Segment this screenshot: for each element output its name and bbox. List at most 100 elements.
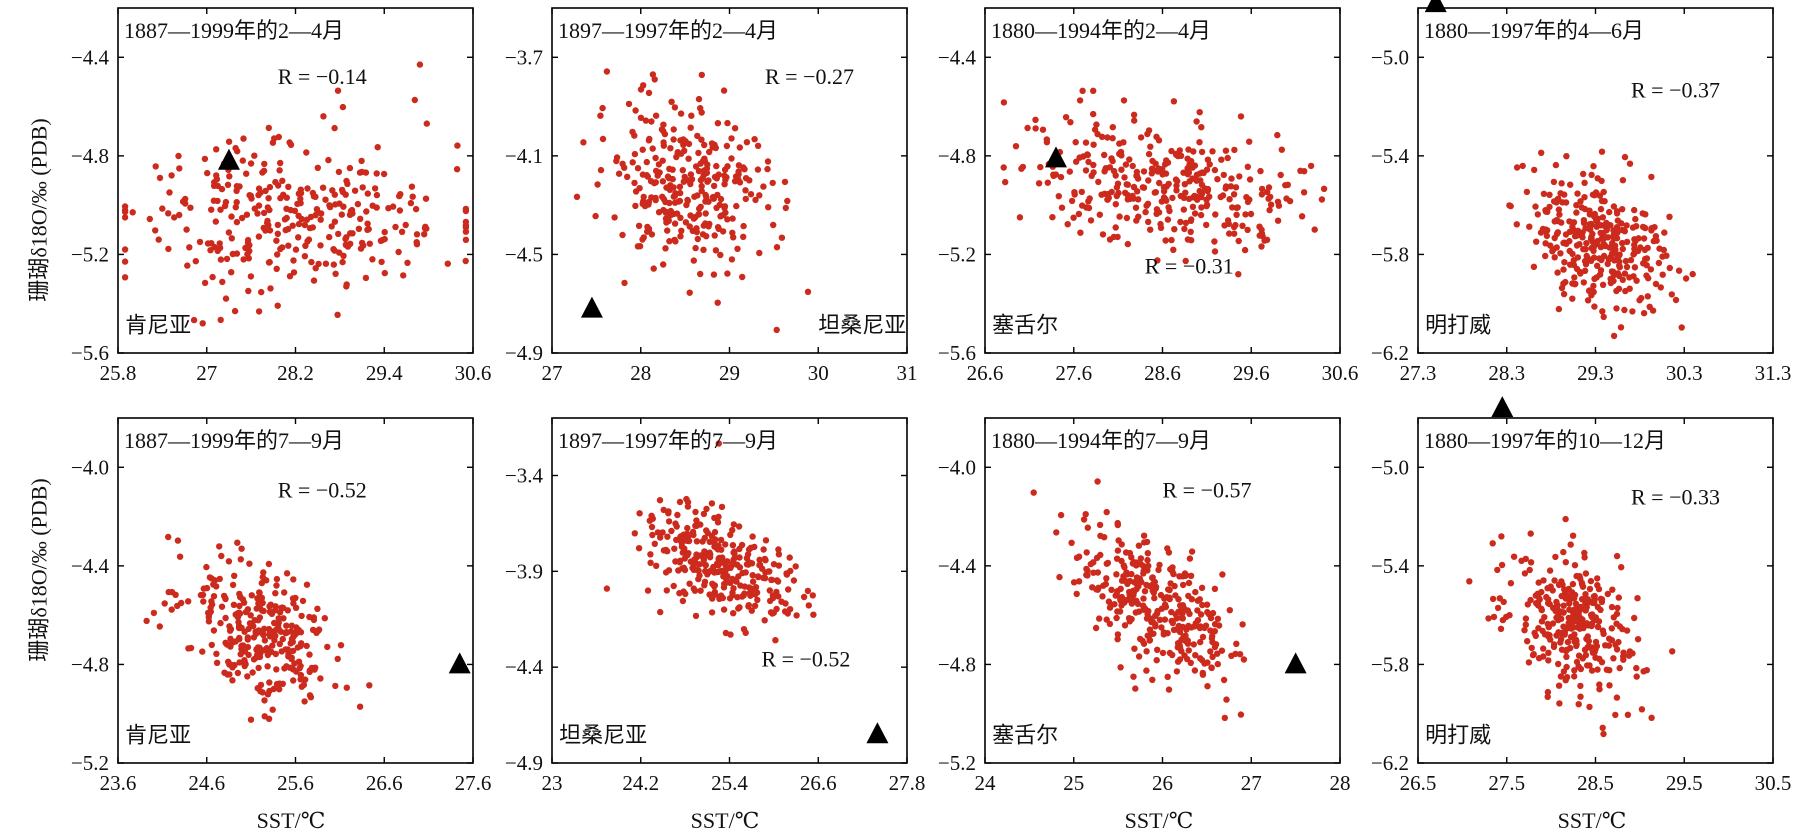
data-point	[701, 578, 709, 585]
correlation-label: R = −0.33	[1631, 484, 1720, 509]
data-point	[1507, 202, 1514, 210]
data-point	[1232, 221, 1239, 229]
data-point	[749, 578, 757, 585]
data-point	[693, 551, 700, 558]
data-point	[695, 149, 702, 157]
data-point	[1129, 560, 1137, 567]
data-point	[287, 141, 295, 148]
data-point	[1068, 197, 1076, 205]
data-point	[1199, 601, 1206, 609]
data-point	[1174, 658, 1182, 665]
data-point	[1153, 206, 1161, 213]
data-point	[362, 169, 370, 176]
data-point	[309, 626, 317, 634]
data-point	[1218, 647, 1226, 654]
data-point	[1144, 556, 1151, 564]
data-point	[1082, 167, 1090, 174]
data-point	[278, 648, 285, 655]
data-point	[1590, 282, 1597, 290]
data-point	[374, 144, 381, 151]
data-point	[1121, 622, 1129, 629]
data-point	[1584, 633, 1592, 640]
data-point	[686, 580, 693, 587]
data-point	[702, 210, 709, 217]
data-point	[760, 183, 767, 190]
data-point	[1648, 173, 1655, 181]
data-point	[1198, 148, 1206, 156]
data-point	[1125, 615, 1133, 622]
data-point	[1574, 227, 1582, 234]
data-point	[1623, 238, 1631, 246]
data-point	[1647, 266, 1655, 273]
data-point	[1619, 625, 1626, 633]
data-point	[273, 680, 281, 688]
data-point	[714, 299, 721, 306]
data-point	[1578, 623, 1585, 630]
data-point	[1574, 190, 1581, 197]
data-point	[1587, 257, 1595, 264]
data-point	[1097, 551, 1104, 559]
data-point	[1590, 213, 1598, 220]
data-point	[1551, 577, 1558, 584]
data-point	[740, 233, 747, 240]
data-point	[1012, 143, 1020, 150]
data-point	[708, 609, 716, 616]
data-point	[1143, 667, 1150, 674]
data-point	[764, 165, 771, 173]
data-point	[1146, 637, 1153, 644]
data-point	[681, 173, 688, 181]
data-point	[1140, 640, 1148, 647]
data-point	[727, 631, 734, 638]
data-point	[711, 528, 719, 536]
data-point	[255, 185, 263, 192]
data-point	[236, 659, 243, 666]
data-point	[714, 519, 722, 526]
data-point	[331, 218, 339, 225]
data-point	[1073, 158, 1080, 165]
data-point	[281, 216, 289, 223]
data-point	[1600, 229, 1607, 237]
y-axis-title-text: 珊瑚δ18O/‰ (PDB)	[27, 478, 53, 662]
x-tick-label: 25.4	[711, 771, 748, 795]
data-point	[723, 142, 731, 150]
data-point	[1141, 588, 1149, 595]
data-point	[687, 171, 695, 178]
data-point	[336, 249, 343, 256]
data-point	[1616, 272, 1623, 280]
data-point	[1194, 597, 1202, 604]
data-point	[713, 162, 720, 170]
data-point	[1222, 147, 1230, 154]
data-point	[686, 289, 693, 296]
data-point	[1083, 571, 1090, 579]
data-point	[1062, 114, 1070, 121]
data-point	[749, 585, 756, 593]
data-point	[692, 244, 699, 252]
data-point	[223, 255, 231, 263]
data-point	[1196, 139, 1203, 146]
data-point	[1578, 204, 1586, 211]
data-point	[1625, 652, 1633, 659]
data-point	[1594, 666, 1601, 673]
data-point	[210, 593, 218, 600]
data-point	[1643, 255, 1651, 262]
data-point	[678, 543, 686, 550]
y-tick-label: −5.6	[938, 341, 976, 365]
data-point	[1204, 187, 1211, 195]
data-point	[709, 580, 716, 587]
data-point	[228, 235, 235, 242]
data-point	[1538, 605, 1545, 612]
data-point	[677, 189, 684, 197]
data-point	[216, 240, 223, 247]
data-point	[250, 622, 257, 630]
data-point	[334, 311, 341, 318]
data-point	[351, 187, 359, 194]
data-point	[667, 145, 674, 152]
data-point	[697, 587, 704, 594]
data-point	[270, 685, 277, 693]
data-point	[343, 684, 350, 691]
data-point	[594, 181, 601, 188]
data-point	[1182, 219, 1190, 227]
data-point	[1499, 616, 1507, 624]
data-point	[1546, 600, 1553, 608]
correlation-label: R = −0.57	[1163, 477, 1252, 502]
